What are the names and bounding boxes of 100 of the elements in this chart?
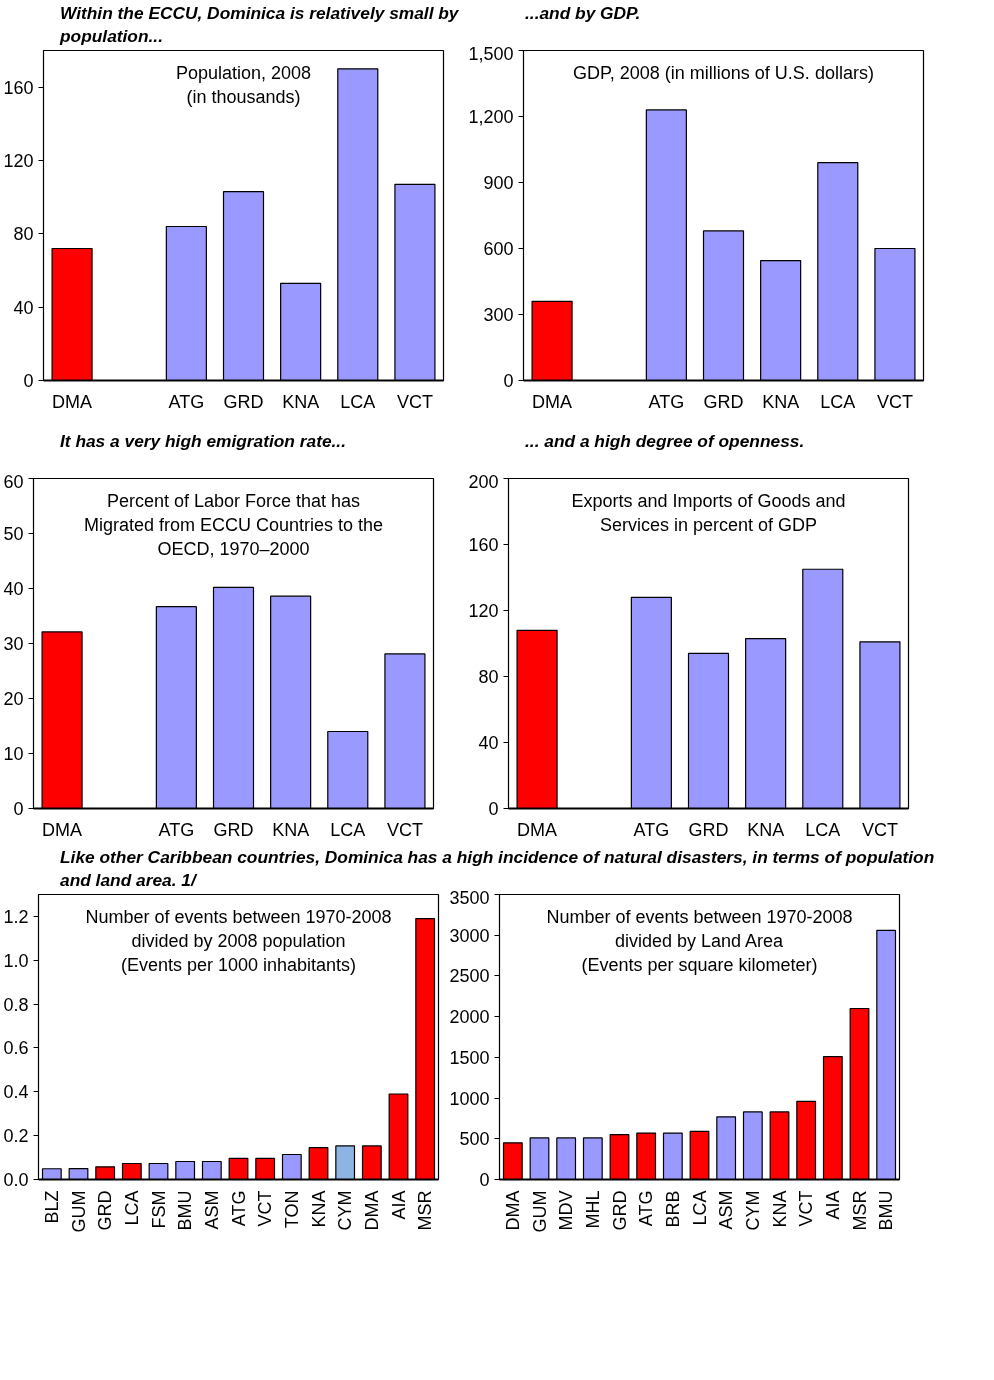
x-tick-label: VCT (876, 391, 913, 412)
y-tick-label: 1,200 (468, 107, 514, 127)
x-tick-label: BMU (876, 1190, 897, 1231)
x-tick-label: KNA (308, 1190, 329, 1228)
y-tick-label: 2000 (449, 1007, 490, 1028)
y-tick-label: 0 (23, 371, 34, 391)
y-tick-label: 60 (3, 471, 24, 492)
x-tick-label: GRD (609, 1190, 630, 1231)
y-tick-label: 120 (3, 151, 34, 171)
y-tick-label: 2500 (449, 966, 490, 987)
x-tick-label: ATG (158, 819, 195, 840)
y-tick-label: 0 (503, 371, 514, 391)
y-tick-label: 40 (3, 579, 24, 599)
x-tick-label: ATG (636, 1190, 657, 1227)
chart-title: It has a very high emigration rate... (60, 430, 346, 453)
x-tick-label: BRB (662, 1190, 683, 1228)
y-tick-label: 1500 (449, 1047, 490, 1068)
x-tick-label: LCA (121, 1190, 142, 1226)
x-tick-label: GUM (68, 1190, 89, 1233)
x-tick-label: VCT (861, 819, 898, 840)
chart-title: Within the ECCU, Dominica is relatively small by population... (60, 2, 460, 48)
y-tick-label: 1000 (449, 1088, 490, 1109)
x-tick-label: GRD (223, 391, 264, 412)
y-tick-label: 160 (3, 77, 34, 98)
text: Percent of Labor Force that has Migrated from ECCU Countries to the OECD, 1970–2000 (83, 490, 384, 559)
text: Number of events between 1970-2008 divided by Land Area (Events per square kilometer) (546, 906, 853, 975)
x-tick-label: ATG (633, 819, 670, 840)
text: Population, 2008 (in thousands) (175, 62, 312, 107)
x-tick-label: VCT (396, 391, 433, 412)
x-tick-label: VCT (255, 1190, 276, 1227)
chart-title: ... and a high degree of openness. (525, 430, 805, 453)
y-tick-label: 0 (13, 799, 24, 819)
text: GDP, 2008 (in millions of U.S. dollars) (573, 62, 874, 83)
x-tick-label: CYM (335, 1190, 356, 1231)
x-tick-label: DMA (517, 819, 558, 840)
x-tick-label: ATG (648, 391, 685, 412)
y-tick-label: 1.2 (3, 906, 29, 927)
x-tick-label: GRD (703, 391, 744, 412)
x-tick-label: ASM (716, 1190, 737, 1230)
x-tick-label: ATG (228, 1190, 249, 1227)
text: Like other Caribbean countries, Dominica has a high incidence of natural disasters, in terms of population and land area. 1/ (60, 847, 935, 890)
x-tick-label: LCA (689, 1190, 710, 1226)
y-tick-label: 80 (13, 224, 34, 245)
x-tick-label: LCA (805, 819, 841, 840)
text: Exports and Imports of Goods and Services in percent of GDP (571, 490, 846, 535)
x-tick-label: KNA (769, 1190, 790, 1228)
y-tick-label: 3000 (449, 925, 490, 946)
y-tick-label: 0.0 (3, 1170, 29, 1190)
x-tick-label: TON (281, 1190, 302, 1229)
y-tick-label: 900 (483, 173, 514, 193)
x-tick-label: LCA (330, 819, 366, 840)
x-tick-label: MSR (849, 1190, 870, 1231)
x-tick-label: GRD (213, 819, 254, 840)
x-tick-label: GRD (688, 819, 729, 840)
x-tick-label: VCT (796, 1190, 817, 1227)
chart-title: ...and by GDP. (525, 2, 641, 25)
y-tick-label: 30 (3, 634, 24, 654)
x-tick-label: MDV (556, 1190, 577, 1231)
x-tick-label: KNA (747, 819, 785, 840)
y-tick-label: 1,500 (468, 43, 514, 64)
y-tick-label: 0.4 (3, 1082, 29, 1103)
y-tick-label: 500 (459, 1129, 490, 1150)
x-tick-label: BMU (175, 1190, 196, 1231)
y-tick-label: 300 (483, 305, 514, 325)
y-tick-label: 0.8 (3, 994, 29, 1015)
y-tick-label: 160 (468, 535, 499, 555)
x-tick-label: AIA (822, 1190, 843, 1220)
x-tick-label: DMA (52, 391, 93, 412)
y-tick-label: 0 (488, 799, 499, 819)
text: Number of events between 1970-2008 divided by 2008 population (Events per 1000 inhabitants) (85, 906, 392, 975)
y-tick-label: 50 (3, 524, 24, 544)
x-tick-label: GUM (529, 1190, 550, 1233)
x-tick-label: FSM (148, 1190, 169, 1229)
x-tick-label: BLZ (41, 1190, 62, 1224)
x-tick-label: KNA (762, 391, 800, 412)
x-tick-label: KNA (282, 391, 320, 412)
y-tick-label: 3500 (449, 887, 490, 908)
x-tick-label: MSR (415, 1190, 436, 1231)
x-tick-label: DMA (361, 1190, 382, 1231)
x-tick-label: AIA (388, 1190, 409, 1220)
x-tick-label: VCT (386, 819, 423, 840)
x-tick-label: DMA (502, 1190, 523, 1231)
y-tick-label: 1.0 (3, 950, 29, 971)
y-tick-label: 600 (483, 239, 514, 259)
y-tick-label: 0.2 (3, 1126, 29, 1147)
y-tick-label: 80 (478, 667, 499, 687)
y-tick-label: 10 (3, 744, 24, 764)
x-tick-label: ASM (201, 1190, 222, 1230)
x-tick-label: LCA (340, 391, 376, 412)
y-tick-label: 0 (479, 1170, 490, 1190)
x-tick-label: DMA (42, 819, 83, 840)
y-tick-label: 120 (468, 601, 499, 621)
x-tick-label: GRD (95, 1190, 116, 1231)
x-tick-label: MHL (582, 1190, 603, 1229)
y-tick-label: 40 (478, 733, 499, 753)
y-tick-label: 20 (3, 689, 24, 709)
y-tick-label: 200 (468, 471, 499, 492)
y-tick-label: 0.6 (3, 1038, 29, 1059)
x-tick-label: ATG (168, 391, 205, 412)
x-tick-label: LCA (820, 391, 856, 412)
